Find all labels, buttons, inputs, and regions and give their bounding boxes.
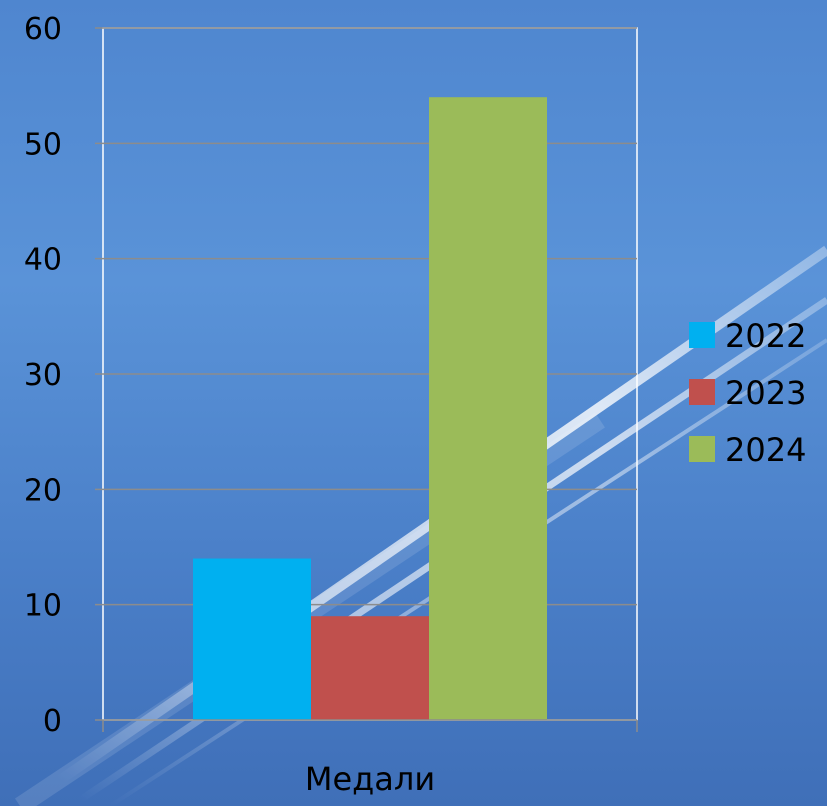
legend-item-2024[interactable]: 2024 xyxy=(689,431,806,469)
gridlines xyxy=(95,27,637,606)
legend-swatch xyxy=(689,379,715,405)
y-tick-label: 20 xyxy=(24,473,62,508)
legend-item-2023[interactable]: 2023 xyxy=(689,374,806,412)
bar-2023 xyxy=(311,616,429,720)
legend-swatch xyxy=(689,322,715,348)
y-tick-label: 60 xyxy=(24,12,62,47)
legend-swatch xyxy=(689,436,715,462)
bar-2024 xyxy=(429,97,547,720)
legend-label: 2024 xyxy=(725,431,806,469)
x-category-label: Медали xyxy=(305,760,435,798)
y-tick-label: 0 xyxy=(43,704,62,739)
legend-item-2022[interactable]: 2022 xyxy=(689,317,806,355)
legend[interactable]: 2022 2023 2024 xyxy=(689,317,806,469)
bar-2022 xyxy=(193,558,311,720)
legend-label: 2022 xyxy=(725,317,806,355)
y-tick-label: 10 xyxy=(24,589,62,624)
bars xyxy=(193,97,547,720)
y-tick-label: 30 xyxy=(24,358,62,393)
legend-label: 2023 xyxy=(725,374,806,412)
x-axis: Медали xyxy=(95,719,638,798)
y-tick-label: 50 xyxy=(24,127,62,162)
y-axis: 0 10 20 30 40 50 60 xyxy=(24,12,62,739)
y-tick-label: 40 xyxy=(24,243,62,278)
